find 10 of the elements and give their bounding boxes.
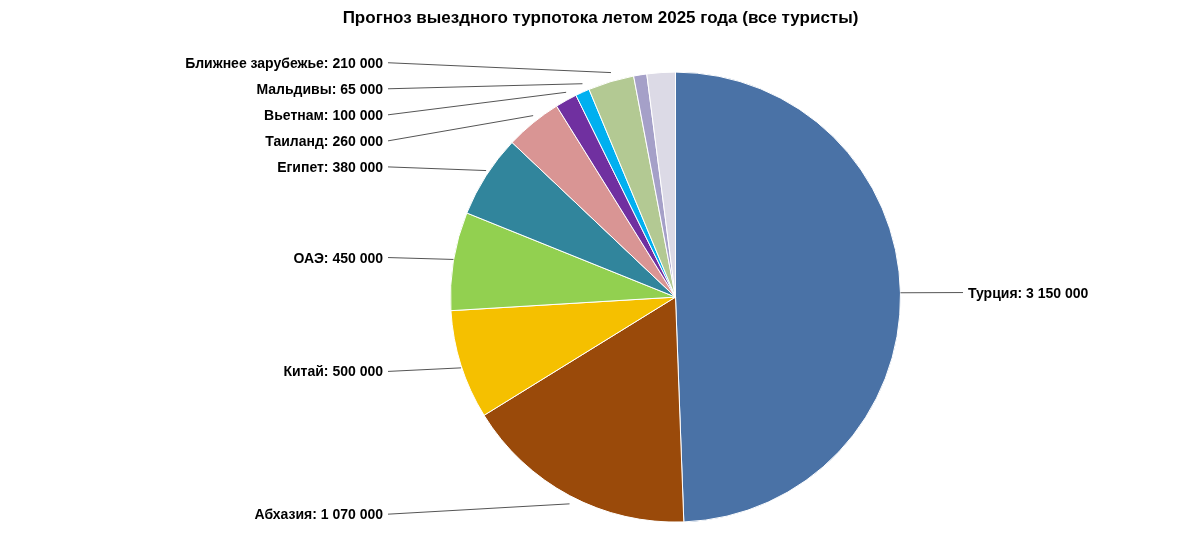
slice-label: Абхазия: 1 070 000: [254, 506, 384, 523]
slice-label: Мальдивы: 65 000: [256, 80, 384, 97]
slice-label: ОАЭ: 450 000: [293, 249, 384, 266]
slice-label: Ближнее зарубежье: 210 000: [185, 54, 384, 71]
chart-title: Прогноз выездного турпотока летом 2025 года (все туристы): [342, 7, 859, 27]
slice-label: Египет: 380 000: [277, 158, 384, 175]
slice-label: Вьетнам: 100 000: [264, 106, 384, 123]
slice-label: Китай: 500 000: [283, 363, 384, 380]
slice-label: Турция: 3 150 000: [968, 284, 1089, 301]
slice-label: Таиланд: 260 000: [265, 132, 384, 149]
